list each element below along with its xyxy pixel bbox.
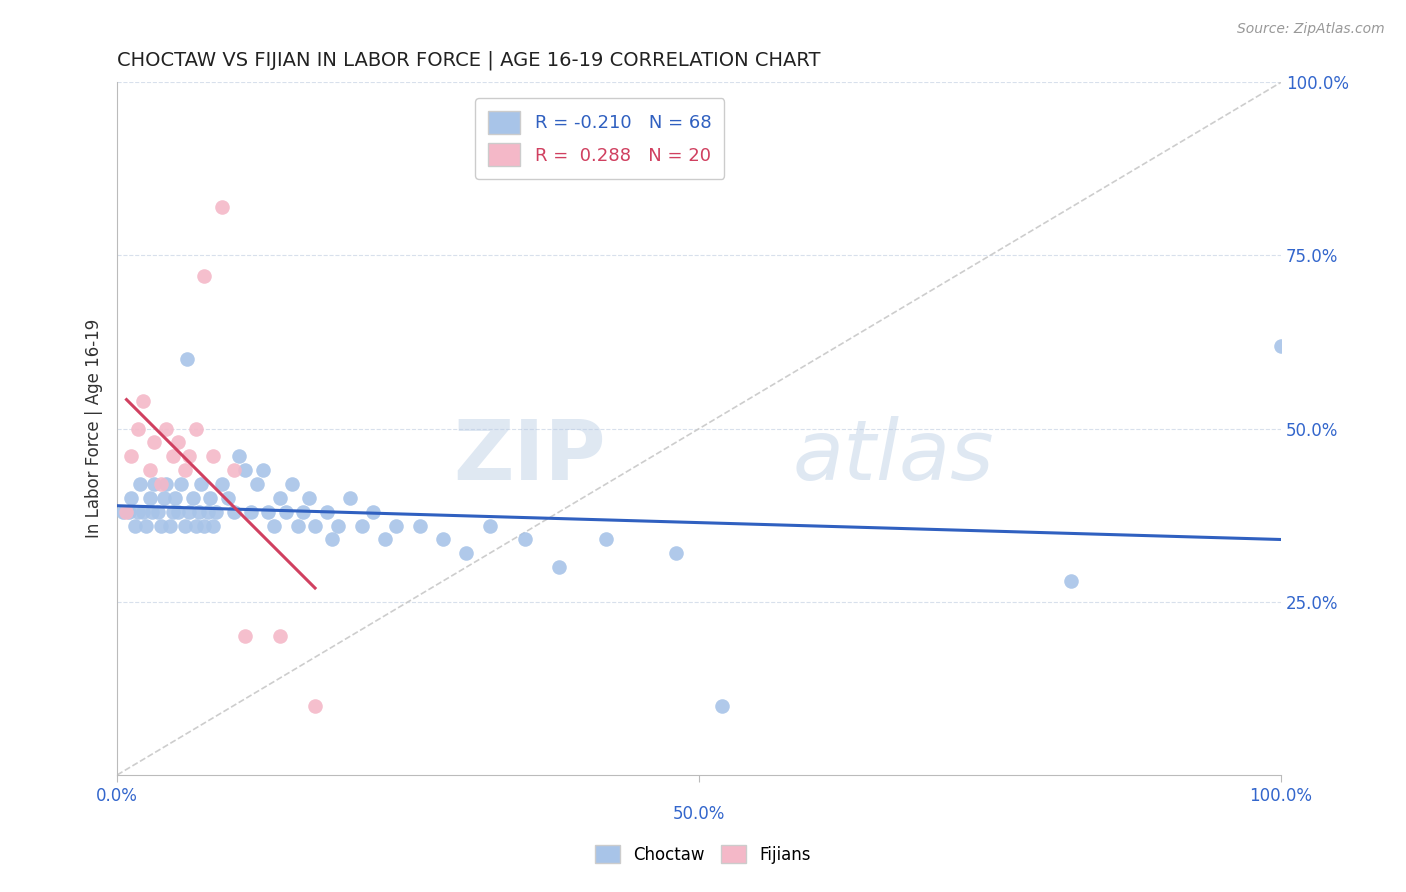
- Point: [115, 505, 138, 519]
- Y-axis label: In Labor Force | Age 16-19: In Labor Force | Age 16-19: [86, 319, 103, 538]
- Point: [548, 560, 571, 574]
- Point: [252, 463, 274, 477]
- Point: [205, 505, 228, 519]
- Point: [374, 533, 396, 547]
- Point: [143, 435, 166, 450]
- Point: [186, 518, 208, 533]
- Point: [432, 533, 454, 547]
- Point: [711, 698, 734, 713]
- Point: [127, 422, 149, 436]
- Point: [201, 518, 224, 533]
- Point: [166, 435, 188, 450]
- Text: Source: ZipAtlas.com: Source: ZipAtlas.com: [1237, 22, 1385, 37]
- Point: [129, 477, 152, 491]
- Point: [124, 518, 146, 533]
- Legend: Choctaw, Fijians: Choctaw, Fijians: [588, 838, 818, 871]
- Legend: R = -0.210   N = 68, R =  0.288   N = 20: R = -0.210 N = 68, R = 0.288 N = 20: [475, 98, 724, 179]
- Point: [132, 393, 155, 408]
- Point: [595, 533, 617, 547]
- Point: [179, 450, 201, 464]
- Point: [478, 518, 501, 533]
- Point: [211, 200, 233, 214]
- Point: [162, 450, 184, 464]
- Point: [385, 518, 408, 533]
- Point: [139, 463, 162, 477]
- Point: [269, 491, 291, 505]
- Point: [257, 505, 280, 519]
- Point: [321, 533, 343, 547]
- Point: [150, 477, 173, 491]
- Point: [135, 518, 157, 533]
- Point: [315, 505, 337, 519]
- Point: [211, 477, 233, 491]
- Point: [170, 477, 193, 491]
- Point: [190, 477, 212, 491]
- Point: [513, 533, 536, 547]
- Point: [233, 629, 256, 643]
- Point: [193, 518, 215, 533]
- Point: [173, 518, 195, 533]
- Point: [328, 518, 350, 533]
- Point: [200, 491, 222, 505]
- Point: [152, 491, 174, 505]
- Point: [165, 491, 187, 505]
- Point: [222, 463, 245, 477]
- Point: [155, 422, 177, 436]
- Point: [233, 463, 256, 477]
- Point: [274, 505, 297, 519]
- Point: [339, 491, 361, 505]
- Point: [287, 518, 309, 533]
- Point: [155, 477, 177, 491]
- Point: [120, 450, 142, 464]
- Point: [201, 450, 224, 464]
- Point: [228, 450, 250, 464]
- Point: [186, 422, 208, 436]
- Text: CHOCTAW VS FIJIAN IN LABOR FORCE | AGE 16-19 CORRELATION CHART: CHOCTAW VS FIJIAN IN LABOR FORCE | AGE 1…: [117, 51, 821, 70]
- Point: [361, 505, 384, 519]
- Point: [173, 463, 195, 477]
- Point: [298, 491, 321, 505]
- Point: [111, 505, 134, 519]
- Point: [193, 269, 215, 284]
- Text: 50.0%: 50.0%: [673, 805, 725, 823]
- Point: [197, 505, 219, 519]
- Point: [217, 491, 239, 505]
- Point: [127, 505, 149, 519]
- Point: [350, 518, 373, 533]
- Point: [263, 518, 285, 533]
- Point: [162, 505, 184, 519]
- Point: [150, 518, 173, 533]
- Point: [146, 505, 169, 519]
- Point: [139, 491, 162, 505]
- Point: [132, 505, 155, 519]
- Point: [269, 629, 291, 643]
- Point: [1270, 338, 1292, 352]
- Point: [187, 505, 209, 519]
- Point: [118, 505, 141, 519]
- Text: ZIP: ZIP: [454, 416, 606, 497]
- Point: [166, 505, 188, 519]
- Point: [292, 505, 315, 519]
- Point: [304, 698, 326, 713]
- Point: [240, 505, 263, 519]
- Point: [143, 477, 166, 491]
- Point: [222, 505, 245, 519]
- Point: [141, 505, 163, 519]
- Point: [665, 546, 688, 560]
- Point: [176, 352, 198, 367]
- Point: [246, 477, 269, 491]
- Point: [179, 505, 201, 519]
- Point: [409, 518, 432, 533]
- Point: [159, 518, 181, 533]
- Point: [120, 491, 142, 505]
- Point: [456, 546, 478, 560]
- Point: [181, 491, 204, 505]
- Point: [281, 477, 304, 491]
- Point: [304, 518, 326, 533]
- Point: [1060, 574, 1083, 588]
- Text: atlas: atlas: [792, 416, 994, 497]
